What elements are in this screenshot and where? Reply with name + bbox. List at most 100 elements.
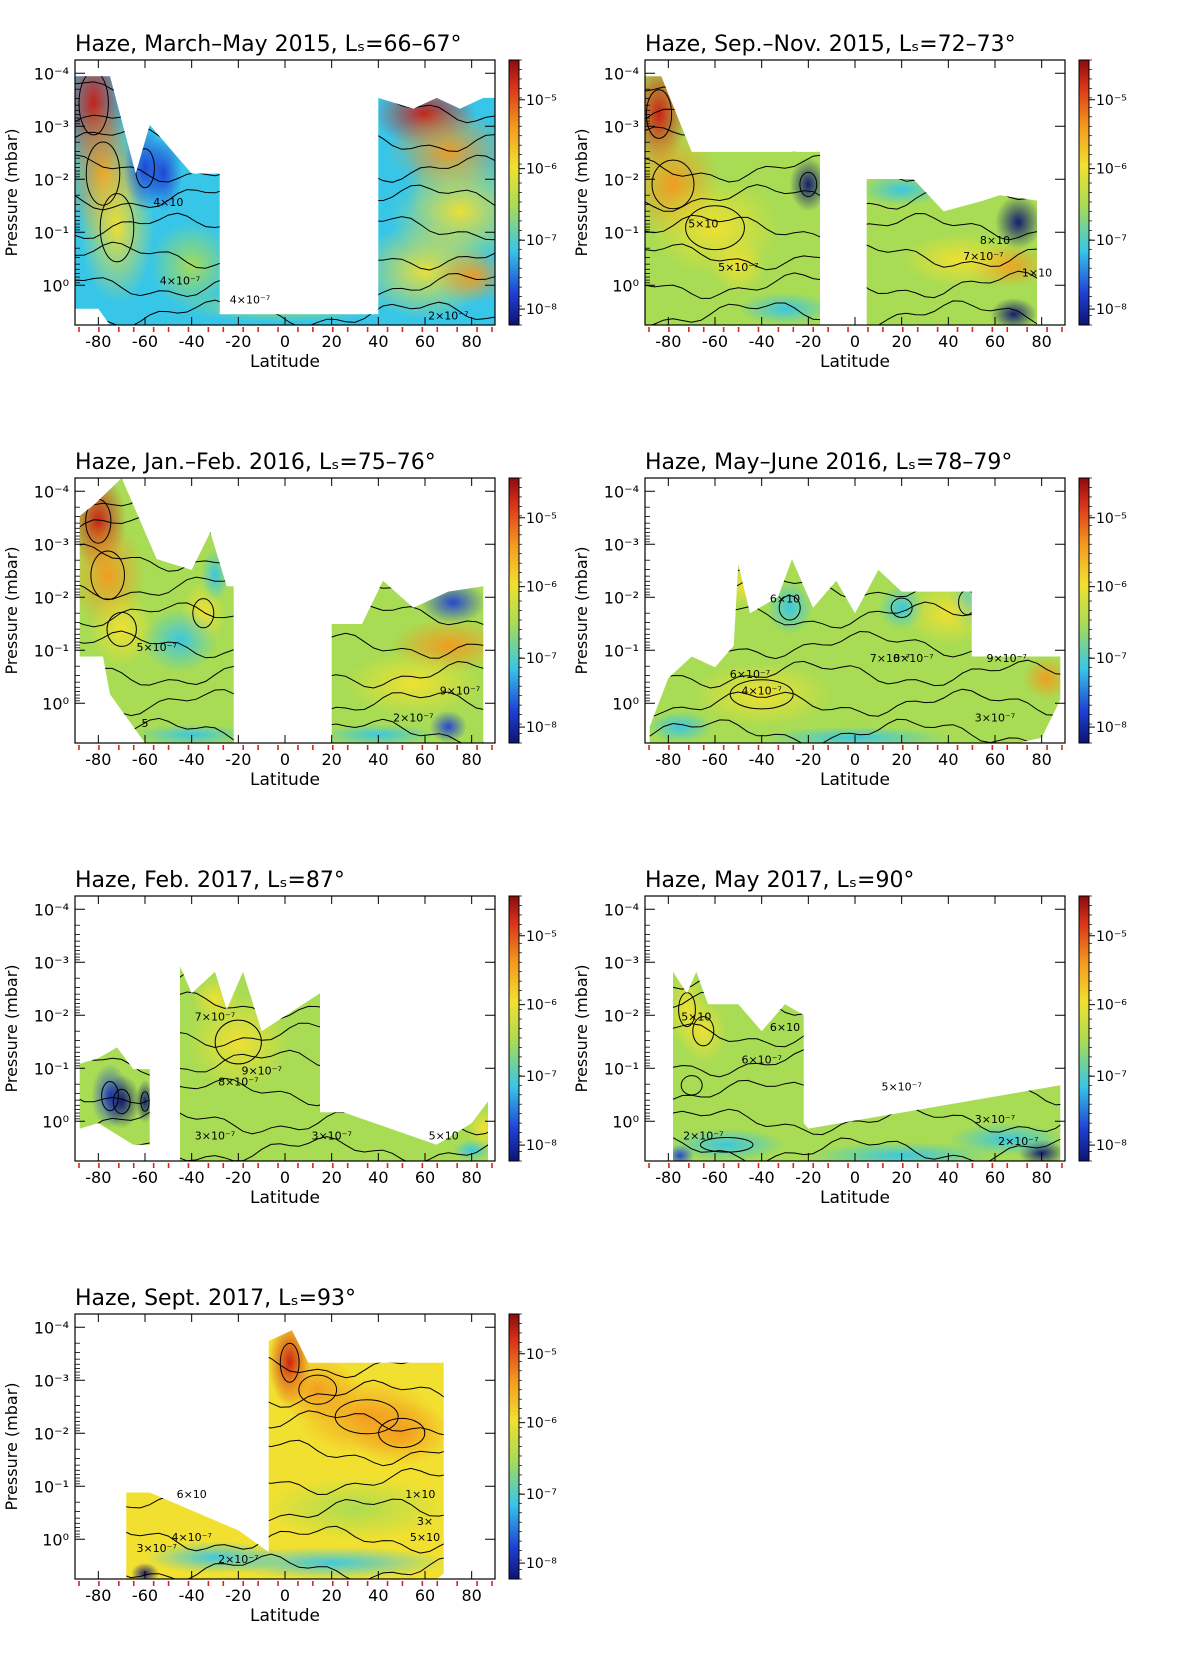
colorbar-tick-label: 10⁻⁶ (1096, 580, 1127, 596)
contour-loop (378, 1417, 426, 1449)
field-blob-yellow (901, 233, 1019, 288)
x-tick-label: 40 (368, 750, 388, 769)
contour-line (649, 659, 1061, 689)
panel-4: Haze, May–June 2016, Lₛ=78–79° 6×10⁻⁷ 4×10… (572, 450, 1127, 790)
contour-label: 6×10 (770, 1021, 800, 1034)
colorbar-tick-label: 10⁻⁸ (526, 1556, 557, 1572)
y-tick-label: 10⁻¹ (604, 641, 639, 660)
field-blob-navy (990, 298, 1037, 325)
contour-label: 7×10⁻⁷ (870, 652, 910, 665)
field-blob-blue (420, 580, 484, 625)
contour-line (126, 1495, 444, 1525)
x-tick-label: -60 (702, 1168, 728, 1187)
contour-label: 7×10⁻⁷ (195, 1010, 235, 1023)
x-tick-label: -80 (655, 1168, 681, 1187)
contour-loop (279, 1342, 300, 1383)
colorbar-tick-label: 10⁻⁶ (1096, 162, 1127, 178)
y-tick-label: 10⁻³ (604, 117, 639, 136)
x-tick-label: 0 (280, 1168, 290, 1187)
colorbar-tick-label: 10⁻⁶ (526, 580, 557, 596)
contour-label: 5×10 (410, 1531, 440, 1544)
x-tick-label: 0 (850, 1168, 860, 1187)
contour-label: 4×10⁻⁷ (160, 274, 200, 287)
colorbar-tick-label: 10⁻⁵ (1096, 929, 1127, 945)
colorbar-tick-label: 10⁻⁵ (526, 511, 557, 527)
y-tick-label: 10⁻⁴ (604, 64, 639, 83)
contour-label: 4×10⁻⁷ (230, 293, 270, 306)
x-tick-label: -20 (795, 750, 821, 769)
panel-title: Haze, Feb. 2017, Lₛ=87° (75, 868, 345, 893)
field-blob-yellow (710, 238, 767, 293)
colorbar-tick-label: 10⁻⁸ (526, 302, 557, 318)
x-tick-label: 40 (368, 332, 388, 351)
x-axis-label: Latitude (820, 352, 890, 372)
contour-label: 5 (142, 717, 149, 730)
contour-loop (699, 1137, 754, 1153)
contour-line (645, 76, 1037, 96)
x-axis-label: Latitude (820, 770, 890, 790)
contour-label: 4×10⁻⁷ (171, 1531, 211, 1544)
colorbar-tick-label: 10⁻⁷ (1096, 233, 1127, 249)
x-tick-label: -60 (132, 1586, 158, 1605)
x-tick-label: -60 (702, 750, 728, 769)
contour-label: 6×10 (177, 1488, 207, 1501)
contour-label: 3× (417, 1515, 433, 1528)
contour-label: 8×10⁻⁷ (218, 1075, 258, 1088)
contour-line (649, 572, 1061, 602)
x-axis-label: Latitude (250, 770, 320, 790)
x-tick-label: 60 (985, 750, 1005, 769)
x-tick-label: 80 (461, 332, 481, 351)
x-tick-label: 80 (461, 750, 481, 769)
x-tick-label: 80 (1031, 332, 1051, 351)
field-blob-cyan (145, 1541, 285, 1574)
x-tick-label: -60 (132, 750, 158, 769)
colorbar-tick-label: 10⁻⁵ (526, 93, 557, 109)
field-blob-cyan (859, 173, 944, 206)
y-tick-label: 10⁰ (612, 694, 639, 713)
x-tick-label: -80 (655, 750, 681, 769)
panel-title: Haze, May–June 2016, Lₛ=78–79° (645, 450, 1012, 475)
colorbar-tick-label: 10⁻⁶ (1096, 998, 1127, 1014)
haze-field (673, 971, 1061, 1161)
x-tick-label: 60 (415, 332, 435, 351)
contour-label: 4×10 (153, 196, 183, 209)
panel-title: Haze, March–May 2015, Lₛ=66–67° (75, 32, 462, 57)
field-blob-green (261, 1476, 444, 1542)
contour-label: 9×10⁻⁷ (440, 684, 480, 697)
colorbar-tick-label: 10⁻⁷ (526, 233, 557, 249)
x-axis-label: Latitude (250, 352, 320, 372)
field-blob-yellow (126, 1497, 192, 1542)
colorbar-tick-label: 10⁻⁵ (526, 929, 557, 945)
y-tick-label: 10⁻² (604, 170, 639, 189)
x-tick-label: -80 (655, 332, 681, 351)
x-tick-label: 60 (415, 750, 435, 769)
colorbar-tick-label: 10⁻⁷ (1096, 651, 1127, 667)
x-tick-label: -60 (132, 1168, 158, 1187)
contour-line (79, 485, 484, 514)
contour-label: 6×10 (770, 592, 800, 605)
field-blob-cyan (673, 1128, 786, 1161)
field-blob-yellow (724, 564, 762, 608)
colorbar-tick-label: 10⁻⁷ (526, 651, 557, 667)
haze-field (645, 515, 1065, 743)
y-tick-label: 10⁻² (34, 1006, 69, 1025)
field-blob-navy (103, 1074, 141, 1129)
contour-line (673, 1106, 1061, 1136)
colorbar-tick-label: 10⁻⁷ (526, 1069, 557, 1085)
field-blob-cyan (766, 580, 813, 635)
field-blob-yellow (680, 998, 727, 1064)
panel-title: Haze, Sep.–Nov. 2015, Lₛ=72–73° (645, 32, 1016, 57)
x-tick-label: -40 (749, 332, 775, 351)
x-tick-label: 40 (368, 1586, 388, 1605)
y-axis-label: Pressure (mbar) (2, 128, 21, 256)
contour-line (645, 515, 1065, 542)
field-blob-navy (789, 157, 827, 212)
field-blob-blue (145, 135, 183, 212)
y-tick-label: 10⁻¹ (34, 641, 69, 660)
contour-line (649, 559, 1061, 572)
y-tick-label: 10⁻³ (604, 535, 639, 554)
contour-label: 5×10 (429, 1129, 459, 1142)
x-tick-label: 60 (415, 1586, 435, 1605)
contour-label: 3×10⁻⁷ (136, 1542, 176, 1555)
y-tick-label: 10⁻³ (34, 535, 69, 554)
